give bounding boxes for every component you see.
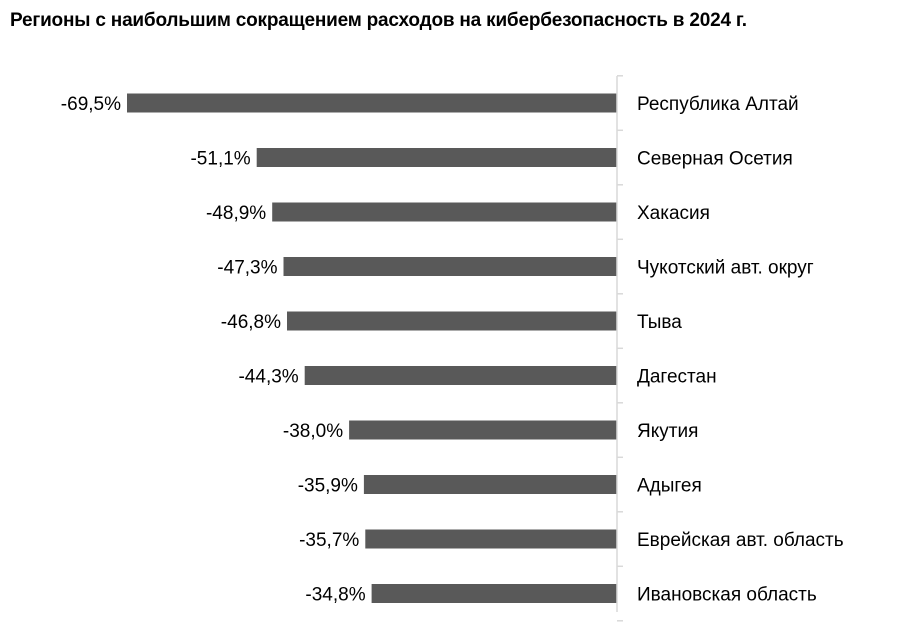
value-label-7: -35,9% (298, 476, 358, 497)
value-label-6: -38,0% (283, 421, 343, 442)
value-label-4: -46,8% (221, 312, 281, 333)
bars-layer (127, 93, 617, 603)
value-label-8: -35,7% (299, 530, 359, 551)
bar-3 (283, 257, 617, 276)
value-label-5: -44,3% (238, 367, 298, 388)
category-label-1: Северная Осетия (637, 149, 793, 170)
bar-9 (371, 584, 617, 603)
value-label-2: -48,9% (206, 203, 266, 224)
value-label-3: -47,3% (217, 258, 277, 279)
category-label-8: Еврейская авт. область (637, 530, 844, 551)
axis-layer (616, 75, 623, 622)
bar-0 (127, 93, 617, 113)
chart-title: Регионы с наибольшим сокращением расходо… (10, 10, 747, 31)
bar-1 (256, 148, 617, 167)
category-label-9: Ивановская область (637, 585, 817, 606)
category-label-3: Чукотский авт. округ (637, 258, 814, 279)
value-label-0: -69,5% (61, 94, 121, 115)
bar-2 (272, 202, 617, 222)
category-label-4: Тыва (637, 312, 682, 333)
value-label-1: -51,1% (190, 149, 250, 170)
bar-5 (304, 366, 617, 385)
value-label-9: -34,8% (305, 585, 365, 606)
category-label-5: Дагестан (637, 367, 717, 388)
category-label-2: Хакасия (637, 203, 710, 224)
bar-6 (349, 420, 617, 440)
bar-7 (363, 475, 617, 494)
labels-layer: -69,5% Республика Алтай -51,1% Северная Осе… (61, 94, 844, 606)
category-label-7: Адыгея (637, 476, 702, 497)
bar-4 (287, 311, 617, 331)
bar-8 (365, 529, 617, 549)
category-label-0: Республика Алтай (637, 94, 799, 115)
category-label-6: Якутия (637, 421, 698, 442)
